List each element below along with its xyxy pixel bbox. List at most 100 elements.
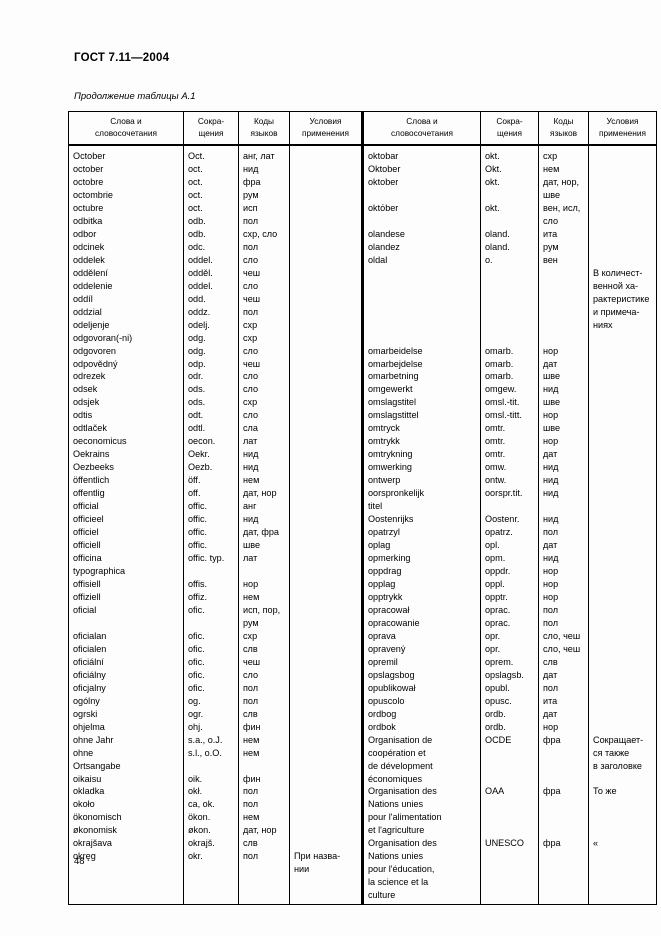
table-line: okł. xyxy=(188,786,203,797)
table-line: et l'agriculture xyxy=(368,825,425,836)
table-line: ordb. xyxy=(485,708,506,719)
table-body: October october octobre octombrie octubre odb… xyxy=(68,144,657,906)
table-line: omw. xyxy=(485,462,507,473)
table-line: pour l'alimentation xyxy=(368,812,442,823)
table-line: oktόber xyxy=(368,202,399,213)
table-line: дат xyxy=(543,669,558,680)
table-line: culture xyxy=(368,890,396,901)
table-line: oddz. xyxy=(188,306,211,317)
table-line: нид xyxy=(243,514,259,525)
table-line: okt. xyxy=(485,202,500,213)
th-line: Условия xyxy=(606,116,639,126)
th-words-left: Слова и словосочетания xyxy=(68,111,184,146)
table-line: нид xyxy=(543,475,559,486)
table-line: oficialan xyxy=(73,630,107,641)
table-line: сло, чеш xyxy=(543,643,581,654)
table-line: ofic. xyxy=(188,643,205,654)
table-line: ohj. xyxy=(188,721,203,732)
table-line: сло xyxy=(243,345,259,356)
table-line: oprac. xyxy=(485,604,511,615)
table-line: coopération et xyxy=(368,747,426,758)
table-line: oct. xyxy=(188,176,203,187)
table-line: ohne Jahr xyxy=(73,734,114,745)
table-line: схр xyxy=(243,319,258,330)
th-line: словосочетания xyxy=(391,127,453,138)
table-line: omarb. xyxy=(485,358,514,369)
th-abbrev-left: Сокра- щения xyxy=(183,111,239,146)
table-line: пол xyxy=(543,682,559,693)
table-line: opatrz. xyxy=(485,527,513,538)
table-line: officiell xyxy=(73,540,101,551)
table-line: octubre xyxy=(73,202,104,213)
table-line: officina xyxy=(73,553,102,564)
table-line: off. xyxy=(188,488,201,499)
table-line: ökon. xyxy=(188,812,211,823)
abbreviations-table: Слова и словосочетания Сокра- щения Коды… xyxy=(68,111,657,906)
table-line: схр xyxy=(243,630,258,641)
page-number: 48 xyxy=(74,856,85,867)
table-line: opublikował xyxy=(368,682,416,693)
table-line: odděl. xyxy=(188,267,213,278)
table-line: нид xyxy=(243,462,259,473)
table-line: okladka xyxy=(73,786,105,797)
table-line: oppl. xyxy=(485,578,505,589)
table-line: сло xyxy=(243,371,259,382)
table-line: o. xyxy=(485,254,493,265)
table-line: odeljenje xyxy=(73,319,110,330)
table-line: нем xyxy=(243,747,260,758)
table-head: Слова и словосочетания Сокра- щения Коды… xyxy=(68,111,657,146)
table-line: нем xyxy=(243,475,260,486)
table-line: ordb. xyxy=(485,721,506,732)
table-line: octombrie xyxy=(73,189,113,200)
table-line: omarb. xyxy=(485,371,514,382)
abbreviations-table-wrapper: Слова и словосочетания Сокра- щения Коды… xyxy=(68,111,657,906)
table-line: s.a., o.J. xyxy=(188,734,223,745)
table-line: нид xyxy=(543,488,559,499)
table-line: odg. xyxy=(188,332,206,343)
table-line: opubl. xyxy=(485,682,510,693)
table-line: offic. xyxy=(188,514,208,525)
table-line: схр xyxy=(243,397,258,408)
table-line: вен, исл, xyxy=(543,202,581,213)
col-words-left: October october octobre octombrie octubre odb… xyxy=(69,146,183,865)
table-line: Oktober xyxy=(368,163,401,174)
table-line: omarbejdelse xyxy=(368,358,423,369)
table-line: opremil xyxy=(368,656,398,667)
table-line: слв xyxy=(543,656,558,667)
table-line: нор xyxy=(543,591,559,602)
table-line: opptrykk xyxy=(368,591,403,602)
table-line: omarbetning xyxy=(368,371,419,382)
table-line: oct. xyxy=(188,163,203,174)
table-line: omslagstittel xyxy=(368,410,419,421)
table-line: Organisation de xyxy=(368,734,433,745)
table-line: пол xyxy=(543,604,559,615)
table-line: opl. xyxy=(485,540,500,551)
table-line: нид xyxy=(243,449,259,460)
table-line: odg. xyxy=(188,345,206,356)
table-line: ниях xyxy=(593,319,613,330)
table-line: вен xyxy=(543,254,558,265)
table-line: ontw. xyxy=(485,475,507,486)
table-line: oddelek xyxy=(73,254,105,265)
table-line: ca, ok. xyxy=(188,799,215,810)
table-line: Oostenr. xyxy=(485,514,520,525)
table-line: offis. xyxy=(188,578,208,589)
table-line: шве xyxy=(543,397,561,408)
table-line: Oekr. xyxy=(188,449,210,460)
th-line: словосочетания xyxy=(95,127,157,138)
table-line: ods. xyxy=(188,397,206,408)
table-line: oprava xyxy=(368,630,396,641)
table-line: omtr. xyxy=(485,449,506,460)
table-line: ита xyxy=(543,695,558,706)
table-line: чеш xyxy=(243,267,261,278)
table-line: ofic. xyxy=(188,656,205,667)
table-line: odd. xyxy=(188,293,206,304)
table-line: omsl.-tit. xyxy=(485,397,520,408)
table-line: Okt. xyxy=(485,163,502,174)
table-line: фра xyxy=(243,176,261,187)
table-line: oecon. xyxy=(188,436,216,447)
table-line: offic. xyxy=(188,527,208,538)
col-words-right: oktobar Oktober oktober oktόber olandese ol… xyxy=(364,146,480,904)
table-line: oficialen xyxy=(73,643,107,654)
table-line: рум xyxy=(243,617,259,628)
